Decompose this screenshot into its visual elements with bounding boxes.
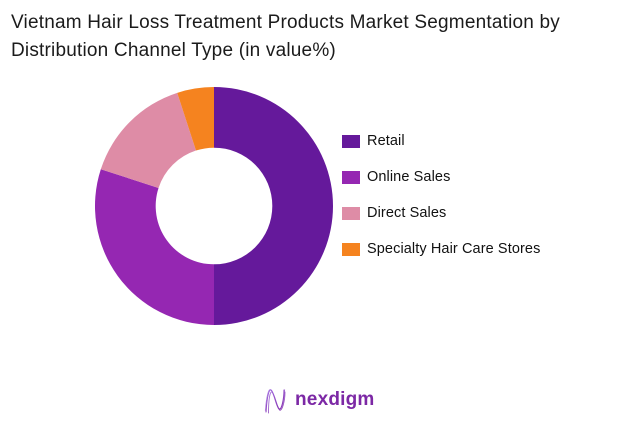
nexdigm-logo-text: nexdigm: [295, 389, 375, 410]
donut-segment-direct-sales: [100, 92, 196, 188]
legend-swatch: [342, 170, 360, 184]
legend-item-online-sales: Online Sales: [342, 159, 540, 195]
footer-logo: nexdigm: [263, 386, 375, 414]
chart-title: Vietnam Hair Loss Treatment Products Mar…: [11, 12, 560, 61]
legend-item-direct-sales: Direct Sales: [342, 195, 540, 231]
donut-segment-specialty-hair-care-stores: [177, 87, 214, 151]
nexdigm-logo-icon: [264, 389, 286, 414]
legend: Retail Online Sales Direct Sales Specialty …: [342, 123, 540, 267]
legend-item-retail: Retail: [342, 123, 540, 159]
legend-label: Online Sales: [367, 169, 451, 185]
donut-chart: [94, 87, 333, 325]
legend-swatch: [342, 134, 360, 148]
donut-segment-retail: [214, 87, 333, 325]
legend-swatch: [342, 242, 360, 256]
legend-label: Retail: [367, 133, 405, 149]
legend-label: Specialty Hair Care Stores: [367, 241, 541, 257]
donut-segment-online-sales: [94, 169, 214, 325]
legend-item-specialty-hair-care-stores: Specialty Hair Care Stores: [342, 231, 540, 267]
legend-label: Direct Sales: [367, 205, 447, 221]
legend-swatch: [342, 206, 360, 220]
